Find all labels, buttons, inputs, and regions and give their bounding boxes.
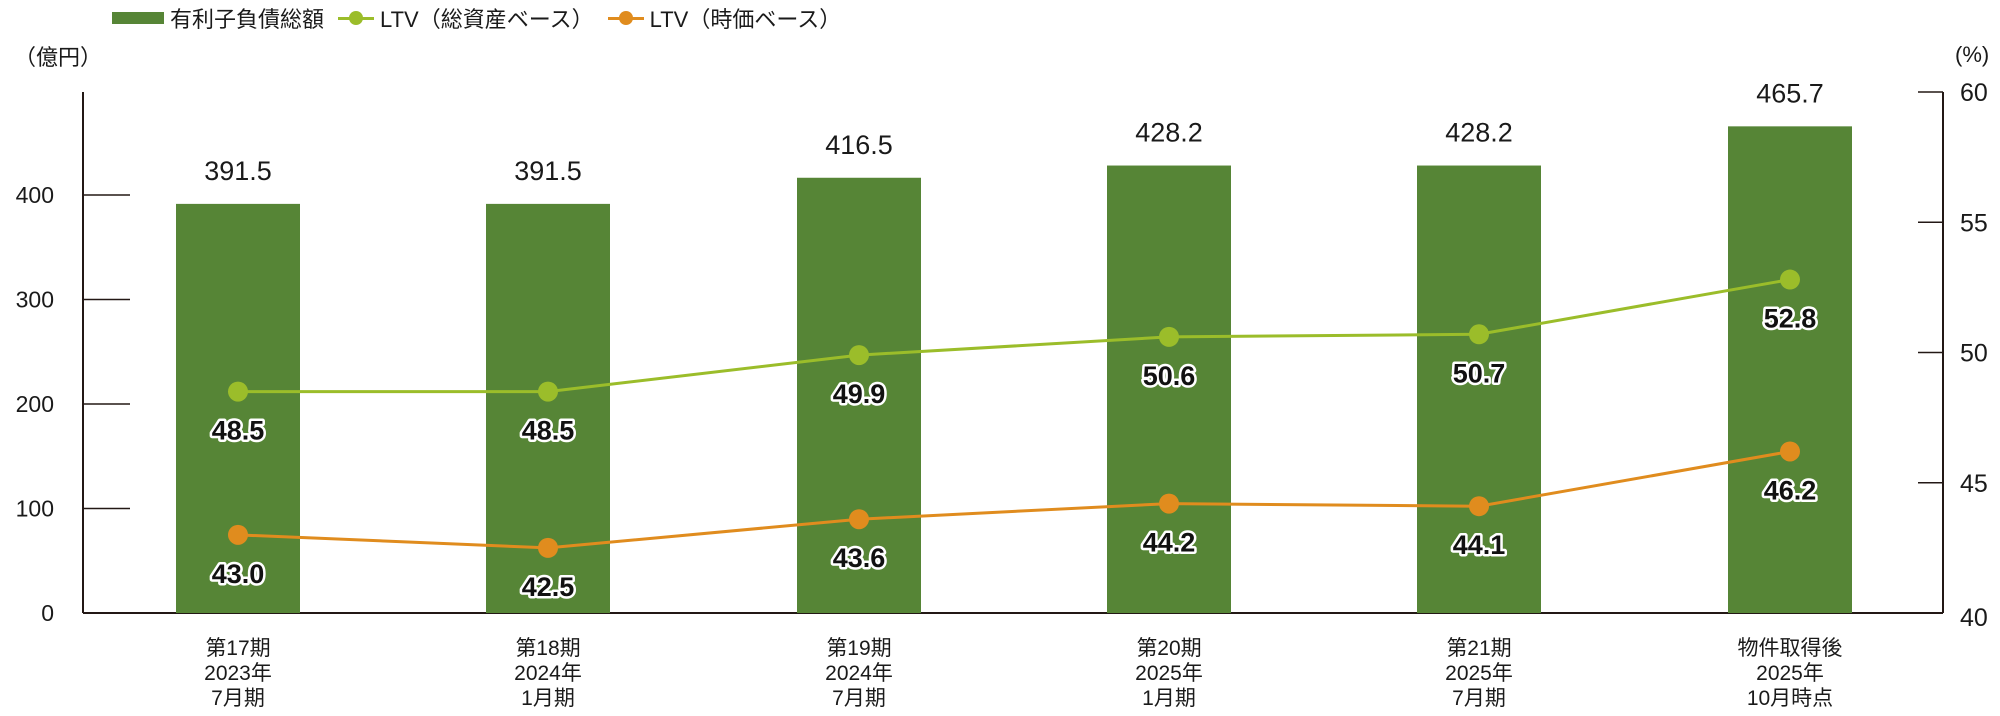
ltv-market-value-marker-icon bbox=[538, 537, 558, 558]
ltv-total-assets-marker-icon bbox=[1469, 324, 1489, 345]
line-marker-icon bbox=[607, 11, 644, 25]
ltv-market-value-marker-icon bbox=[849, 509, 869, 530]
x-label-line: 2023年 bbox=[204, 662, 272, 685]
debt-bar bbox=[1417, 165, 1541, 613]
x-label-line: 10月時点 bbox=[1746, 687, 1834, 710]
bar-value-label: 416.5 bbox=[825, 130, 893, 160]
ltv-total-assets-marker-icon bbox=[1780, 269, 1800, 290]
ltv-market-value-line bbox=[237, 450, 1791, 550]
debt-bar bbox=[176, 203, 300, 613]
ltv-total-assets-value-label: 50.7 bbox=[1453, 358, 1506, 388]
right-tick-label: 55 bbox=[1960, 209, 1988, 237]
x-axis-category-label: 第17期 2023年 7月期 bbox=[138, 636, 338, 711]
ltv-total-assets-marker-icon bbox=[228, 381, 248, 402]
line-marker-icon bbox=[338, 11, 375, 25]
x-label-line: 第19期 bbox=[826, 637, 892, 660]
left-tick-label: 200 bbox=[16, 391, 54, 417]
debt-bar bbox=[797, 177, 921, 613]
x-axis-category-label: 第19期 2024年 7月期 bbox=[759, 636, 959, 711]
x-label-line: 物件取得後 bbox=[1737, 637, 1843, 660]
x-label-line: 2025年 bbox=[1135, 662, 1203, 685]
ltv-market-value-marker-icon bbox=[1469, 496, 1489, 517]
ltv-total-assets-value-label: 50.6 bbox=[1143, 361, 1196, 391]
right-tick-label: 40 bbox=[1960, 604, 1988, 632]
legend-label: LTV（総資産ベース） bbox=[380, 7, 594, 32]
legend-item-ltv-market: LTV（時価ベース） bbox=[607, 2, 842, 34]
x-label-line: 7月期 bbox=[1452, 687, 1506, 710]
ltv-total-assets-marker-icon bbox=[1159, 326, 1179, 347]
x-label-line: 2024年 bbox=[825, 662, 893, 685]
x-axis-category-label: 物件取得後 2025年 10月時点 bbox=[1690, 636, 1890, 711]
x-label-line: 第21期 bbox=[1446, 637, 1512, 660]
left-tick-label: 300 bbox=[16, 287, 54, 313]
ltv-total-assets-line bbox=[238, 278, 1791, 394]
debt-bar bbox=[1107, 165, 1231, 613]
legend-label: 有利子負債総額 bbox=[170, 7, 325, 32]
ltv-total-assets-marker-icon bbox=[849, 345, 869, 366]
left-tick-label: 100 bbox=[16, 496, 54, 522]
ltv-total-assets-value-label: 48.5 bbox=[522, 416, 575, 446]
bar-value-label: 428.2 bbox=[1135, 118, 1203, 148]
left-tick-label: 0 bbox=[41, 600, 54, 626]
ltv-market-value-value-label: 44.2 bbox=[1143, 528, 1196, 558]
x-axis-category-label: 第18期 2024年 1月期 bbox=[448, 636, 648, 711]
right-tick-label: 50 bbox=[1960, 340, 1988, 368]
x-label-line: 1月期 bbox=[521, 687, 575, 710]
left-tick-label: 400 bbox=[16, 182, 54, 208]
x-label-line: 7月期 bbox=[832, 687, 886, 710]
ltv-market-value-value-label: 46.2 bbox=[1764, 475, 1817, 505]
bar-value-label: 391.5 bbox=[204, 156, 272, 186]
x-label-line: 1月期 bbox=[1142, 687, 1196, 710]
right-tick-label: 45 bbox=[1960, 470, 1988, 498]
ltv-total-assets-marker-icon bbox=[538, 381, 558, 402]
right-tick-label: 60 bbox=[1960, 79, 1988, 107]
ltv-market-value-value-label: 42.5 bbox=[522, 572, 575, 602]
x-axis-category-label: 第20期 2025年 1月期 bbox=[1069, 636, 1269, 711]
x-label-line: 2024年 bbox=[514, 662, 582, 685]
bar-value-label: 428.2 bbox=[1445, 118, 1513, 148]
right-axis-unit: (%) bbox=[1955, 42, 1990, 67]
x-label-line: 第20期 bbox=[1136, 637, 1202, 660]
bar-value-label: 465.7 bbox=[1756, 78, 1824, 108]
ltv-market-value-marker-icon bbox=[1159, 493, 1179, 514]
legend-item-ltv-total: LTV（総資産ベース） bbox=[338, 2, 594, 34]
left-axis-unit: （億円） bbox=[14, 45, 103, 70]
ltv-market-value-value-label: 43.0 bbox=[212, 559, 265, 589]
ltv-market-value-marker-icon bbox=[228, 524, 248, 545]
x-label-line: 2025年 bbox=[1756, 662, 1824, 685]
bar-swatch-icon bbox=[112, 12, 164, 24]
x-label-line: 第17期 bbox=[205, 637, 271, 660]
legend-item-debt: 有利子負債総額 bbox=[112, 2, 324, 34]
legend: 有利子負債総額 LTV（総資産ベース） LTV（時価ベース） bbox=[112, 2, 841, 34]
ltv-market-value-value-label: 43.6 bbox=[833, 543, 886, 573]
x-axis-category-label: 第21期 2025年 7月期 bbox=[1379, 636, 1579, 711]
debt-bar bbox=[1728, 126, 1852, 613]
ltv-market-value-marker-icon bbox=[1780, 441, 1800, 462]
bar-value-label: 391.5 bbox=[514, 156, 582, 186]
ltv-total-assets-value-label: 49.9 bbox=[833, 379, 886, 409]
ltv-total-assets-value-label: 52.8 bbox=[1764, 304, 1817, 334]
ltv-total-assets-value-label: 48.5 bbox=[212, 416, 265, 446]
ltv-market-value-value-label: 44.1 bbox=[1453, 530, 1506, 560]
x-label-line: 7月期 bbox=[211, 687, 265, 710]
x-label-line: 2025年 bbox=[1445, 662, 1513, 685]
legend-label: LTV（時価ベース） bbox=[649, 7, 842, 32]
x-label-line: 第18期 bbox=[515, 637, 581, 660]
